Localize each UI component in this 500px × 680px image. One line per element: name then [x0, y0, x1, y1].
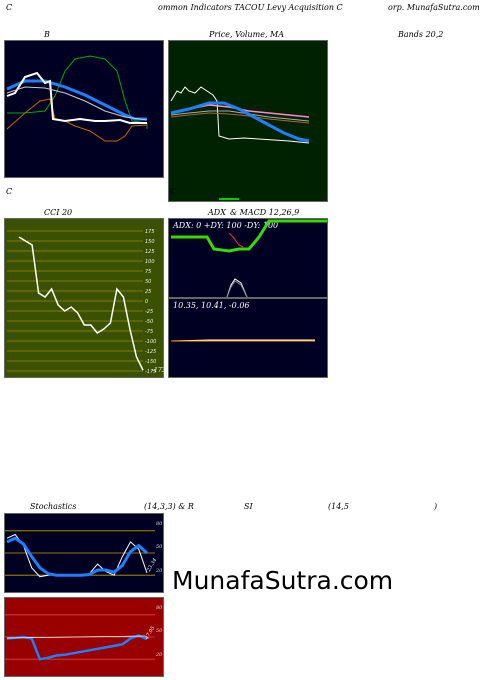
bollinger-chart	[6, 55, 148, 142]
bands-label: Bands 20,2	[398, 30, 444, 39]
cci-tick-label: 125	[145, 249, 155, 255]
macd-chart	[170, 339, 315, 342]
adx-line	[226, 278, 248, 297]
page-title: ommon Indicators TACOU Levy Acquisition …	[158, 3, 343, 12]
price-ma-label: Price, Volume, MA	[209, 30, 285, 39]
cci-tick-label: -100	[145, 339, 156, 345]
header-c: C	[6, 3, 13, 12]
volume-line	[6, 86, 148, 121]
adx-minus-dy	[228, 232, 244, 248]
stoch-panel: 80 50 20 23.34	[4, 513, 164, 593]
stoch-tick-50: 50	[156, 544, 163, 550]
cci-tick-label: 0	[145, 299, 148, 305]
ma-line-blue	[170, 101, 310, 143]
price-line	[170, 86, 310, 144]
rsi-panel: 80 50 20 47.05	[4, 597, 164, 677]
adx-panel: ADX: 0 +DY: 100 -DY: 100	[168, 218, 328, 298]
rsi-close-paren: )	[434, 502, 438, 511]
macd-label: & MACD 12,26,9	[230, 208, 300, 217]
ma-line-gray	[170, 110, 310, 122]
cci-tick-label: 175	[145, 229, 155, 235]
price-ma-panel	[168, 40, 328, 202]
bollinger-upper-band	[7, 55, 148, 129]
rsi-params: (14,5	[328, 502, 349, 511]
cci-tick-label: 75	[145, 269, 151, 275]
cci-tick-label: -50	[145, 319, 153, 325]
rsi-tick-80: 80	[156, 605, 163, 611]
cci-tick-label: -75	[145, 329, 153, 335]
macd-line	[170, 339, 315, 342]
cci-label: CCI 20	[44, 208, 73, 217]
footer-c-right: C	[170, 187, 177, 196]
stoch-tick-20: 20	[156, 568, 163, 574]
cci-tick-label: 150	[145, 239, 155, 245]
price-ma-chart	[170, 86, 310, 200]
adx-values: ADX: 0 +DY: 100 -DY: 100	[173, 221, 279, 230]
stoch-k-line	[6, 533, 148, 578]
cci-last-value: -173	[152, 367, 166, 374]
rsi-si-label: SI	[244, 502, 253, 511]
rsi-tick-20: 20	[156, 652, 163, 658]
macd-panel: 10.35, 10.41, -0.06	[168, 298, 328, 378]
cci-line	[18, 236, 144, 371]
rsi-chart	[5, 614, 155, 661]
watermark: MunafaSutra.com	[172, 566, 394, 595]
bollinger-panel	[4, 40, 164, 178]
cci-chart: 175 150 125 100 75 50 25 0 -25 -50 -75 -100 -125 -150…	[7, 229, 156, 375]
adx-plus-dy	[171, 219, 327, 253]
stoch-chart	[5, 530, 155, 578]
ma-line-brown	[170, 112, 310, 124]
adx-chart	[171, 219, 327, 297]
adx-line-shadow	[226, 280, 248, 297]
cci-tick-label: -25	[145, 309, 153, 315]
cci-tick-label: -150	[145, 359, 156, 365]
cci-tick-label: 25	[145, 289, 151, 295]
volume-bar	[219, 198, 239, 200]
bollinger-lower-band	[6, 98, 148, 142]
cci-tick-label: 100	[145, 259, 155, 265]
stoch-tick-80: 80	[156, 521, 163, 527]
macd-values: 10.35, 10.41, -0.06	[173, 301, 250, 310]
rsi-line	[6, 634, 148, 661]
bollinger-label: B	[44, 30, 50, 39]
stoch-params: (14,3,3) & R	[144, 502, 194, 511]
page-title-right: orp. MunafaSutra.com	[388, 3, 480, 12]
footer-c-left: C	[6, 187, 13, 196]
adx-label: ADX	[208, 208, 226, 217]
rsi-tick-50: 50	[156, 628, 163, 634]
cci-tick-label: 50	[145, 279, 151, 285]
rsi-signal-line	[6, 635, 146, 639]
cci-tick-label: -125	[145, 349, 156, 355]
stoch-d-line	[6, 536, 149, 577]
price-line	[6, 71, 147, 124]
cci-panel: 175 150 125 100 75 50 25 0 -25 -50 -75 -100 -125 -150…	[4, 218, 166, 378]
cci-tick-label: -175	[145, 369, 156, 375]
stoch-label: Stochastics	[30, 502, 77, 511]
